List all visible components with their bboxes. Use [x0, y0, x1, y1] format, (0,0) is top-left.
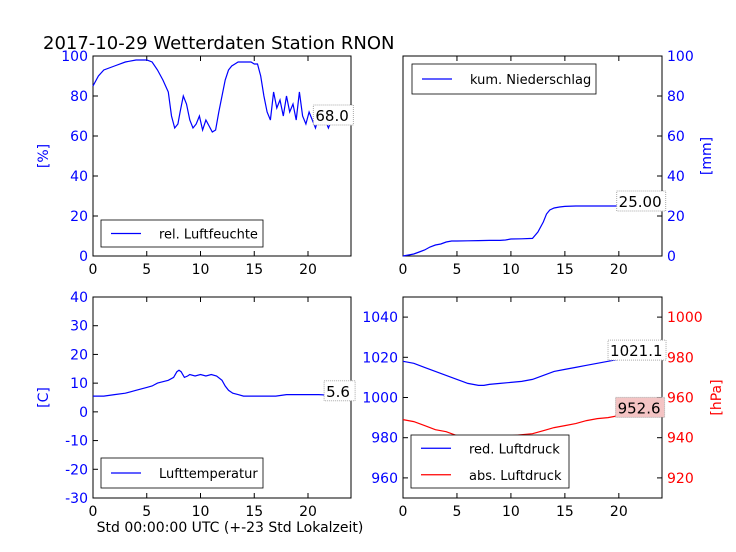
- x-tick-label: 10: [502, 262, 520, 278]
- plot-frame: [92, 55, 352, 257]
- x-tick-label: 20: [610, 504, 628, 520]
- y-tick-label: 40: [70, 169, 88, 185]
- x-tick-label: 5: [452, 504, 461, 520]
- value-annotation: 952.6: [618, 399, 661, 417]
- value-annotation: 68.0: [315, 107, 348, 125]
- annotation-box: [615, 396, 666, 418]
- figure-title: 2017-10-29 Wetterdaten Station RNON: [43, 33, 394, 54]
- x-tick-label: 10: [192, 262, 210, 278]
- series-line: [402, 205, 662, 257]
- legend-entry: kum. Niederschlag: [470, 73, 591, 88]
- series-line: [92, 59, 352, 133]
- y-tick-label: 10: [70, 376, 88, 392]
- y-right-tick-label: 940: [667, 431, 694, 447]
- y-tick-label: 1020: [362, 350, 398, 366]
- panel-top-left: 0 5 10 15 20 0 20 40 60 80 100 [%] 68.0 rel. Luftfeuc…: [36, 49, 354, 278]
- y-tick-label: -10: [65, 434, 88, 450]
- x-tick-label: 0: [89, 504, 98, 520]
- x-tick-label: 15: [245, 504, 263, 520]
- y-tick-label: 20: [70, 347, 88, 363]
- y-tick-label: 60: [667, 129, 685, 145]
- y-right-tick-label: 980: [667, 350, 694, 366]
- panel-bottom-left: 0 5 10 15 20 -30 -20 -10 0 10 20 30 40 [C] 5.6 Lufttemp…: [36, 290, 356, 520]
- x-tick-label: 5: [142, 504, 151, 520]
- y-axis-label: [C]: [36, 387, 52, 408]
- x-tick-label: 20: [610, 262, 628, 278]
- plot-frame: [402, 55, 663, 257]
- x-tick-label: 20: [299, 262, 317, 278]
- y-right-axis-label: [hPa]: [709, 379, 725, 415]
- y-tick-label: 0: [79, 249, 88, 265]
- value-annotation: 1021.1: [610, 342, 663, 360]
- legend-entry: abs. Luftdruck: [469, 469, 562, 484]
- legend-entry: Lufttemperatur: [159, 467, 258, 482]
- y-tick-label: 960: [371, 471, 398, 487]
- y-tick-label: 100: [667, 49, 694, 65]
- y-tick-label: -30: [65, 491, 88, 507]
- y-tick-label: 80: [667, 89, 685, 105]
- x-tick-label: 10: [502, 504, 520, 520]
- x-tick-label: 5: [142, 262, 151, 278]
- annotation-box: [616, 190, 667, 212]
- x-tick-label: 10: [192, 504, 210, 520]
- annotation-box: [323, 380, 356, 402]
- legend-box: [410, 434, 570, 489]
- x-tick-label: 0: [399, 262, 408, 278]
- x-tick-label: 0: [399, 504, 408, 520]
- y-tick-label: 980: [371, 431, 398, 447]
- y-tick-label: 30: [70, 319, 88, 335]
- y-tick-label: 100: [61, 49, 88, 65]
- y-tick-label: 20: [70, 209, 88, 225]
- value-annotation: 5.6: [326, 383, 350, 401]
- y-tick-label: 1040: [362, 310, 398, 326]
- x-tick-label: 20: [299, 504, 317, 520]
- x-tick-label: 15: [556, 262, 574, 278]
- y-tick-label: 80: [70, 89, 88, 105]
- annotation-box: [312, 104, 354, 126]
- y-tick-label: 40: [667, 169, 685, 185]
- y-tick-label: 0: [79, 405, 88, 421]
- x-tick-label: 15: [245, 262, 263, 278]
- y-axis-label: [mm]: [699, 137, 715, 175]
- x-tick-label: 0: [89, 262, 98, 278]
- x-tick-label: 5: [452, 262, 461, 278]
- legend-entry: red. Luftdruck: [469, 442, 560, 457]
- legend-entry: rel. Luftfeuchte: [159, 228, 258, 243]
- y-right-tick-label: 920: [667, 471, 694, 487]
- x-tick-label: 15: [556, 504, 574, 520]
- y-right-tick-label: 960: [667, 391, 694, 407]
- panel-bottom-right: 0 5 10 15 2096098010001020104092094096098010…: [362, 296, 725, 520]
- y-tick-label: 20: [667, 209, 685, 225]
- y-tick-label: 0: [667, 249, 676, 265]
- y-tick-label: 1000: [362, 391, 398, 407]
- series-line: [93, 369, 351, 397]
- value-annotation: 25.00: [619, 193, 662, 211]
- annotation-box: [607, 339, 667, 361]
- y-right-tick-label: 1000: [667, 310, 703, 326]
- y-tick-label: 40: [70, 290, 88, 306]
- x-axis-label: Std 00:00:00 UTC (+-23 Std Lokalzeit): [97, 520, 364, 536]
- y-tick-label: 60: [70, 129, 88, 145]
- y-tick-label: -20: [65, 462, 88, 478]
- panel-top-right: 0 5 10 15 20 0 20 40 60 80 100 [mm] 25.00 kum. Nieder…: [399, 49, 715, 278]
- y-axis-label: [%]: [36, 144, 52, 168]
